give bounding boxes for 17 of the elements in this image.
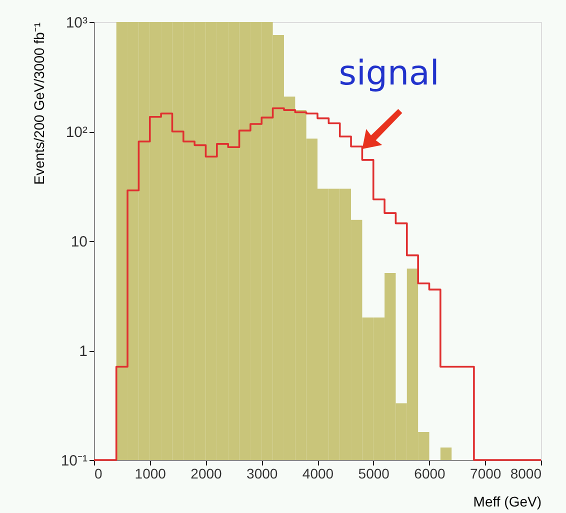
x-tick-label: 5000	[358, 466, 390, 482]
x-axis-title: Meff (GeV)	[473, 494, 542, 510]
annotation: signal	[338, 54, 440, 94]
x-tick-label: 7000	[470, 466, 502, 482]
y-tick-label: 10	[70, 234, 88, 250]
x-tick-label: 8000	[510, 466, 542, 482]
x-tick-label: 1000	[134, 466, 166, 482]
y-tick-label: 10²	[66, 124, 88, 141]
y-tick-label: 10⁻¹	[60, 452, 88, 470]
x-tick-label: 3000	[246, 466, 278, 482]
y-axis-title: Events/200 GeV/3000 fb⁻¹	[30, 22, 47, 185]
y-tick-label: 10³	[66, 14, 88, 32]
y-tick-label: 1	[79, 343, 88, 360]
x-tick-label: 2000	[190, 466, 222, 482]
x-tick-label: 6000	[414, 466, 446, 482]
x-tick-label: 4000	[302, 466, 334, 482]
x-tick-label: 0	[94, 466, 102, 482]
